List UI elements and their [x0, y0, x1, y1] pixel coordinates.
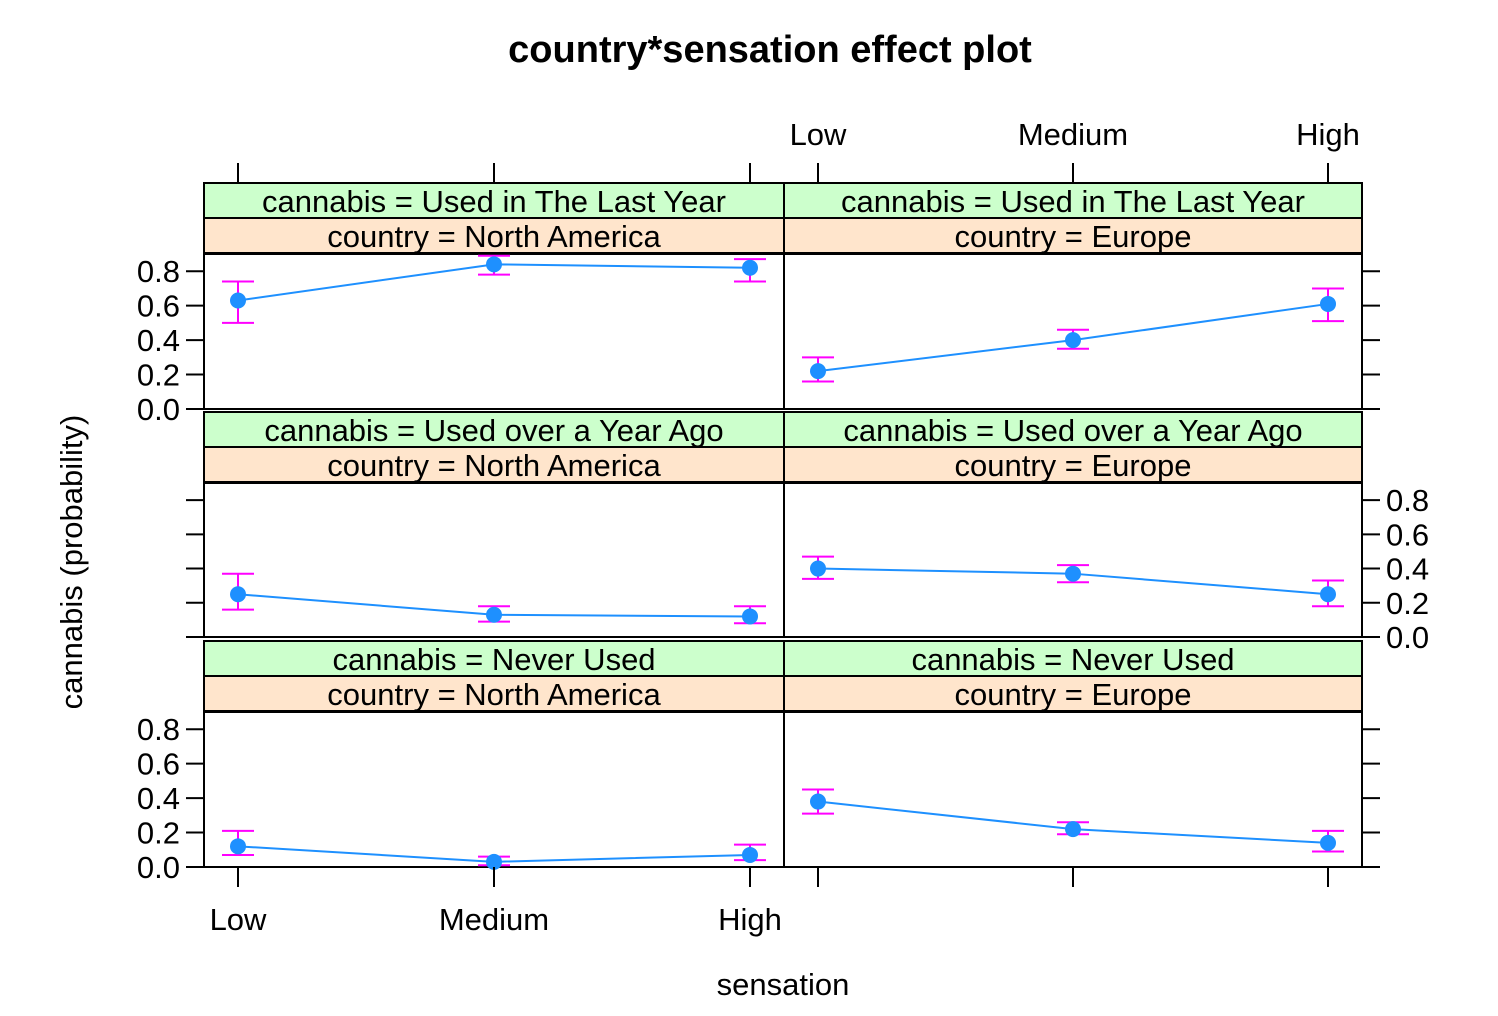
data-point	[810, 363, 826, 380]
y-tick-label: 0.4	[1386, 552, 1429, 587]
data-point	[230, 838, 246, 855]
strip-top-label: cannabis = Never Used	[911, 642, 1234, 677]
strip-bottom-label: country = Europe	[955, 219, 1192, 254]
panel-frame	[783, 482, 1363, 638]
panel-frame	[203, 253, 785, 410]
strip-bottom-bg	[203, 446, 785, 483]
data-point	[230, 586, 246, 603]
strip-top-label: cannabis = Used in The Last Year	[262, 184, 726, 219]
data-point	[810, 793, 826, 810]
strip-bottom-label: country = North America	[327, 448, 661, 483]
data-point	[1065, 565, 1081, 582]
y-tick-label: 0.2	[1386, 586, 1429, 621]
x-axis-label: sensation	[717, 967, 850, 1002]
data-point	[742, 608, 758, 625]
y-tick-label: 0.6	[137, 289, 180, 324]
data-point	[1320, 834, 1336, 851]
y-tick-label: 0.8	[137, 712, 180, 747]
strip-top-bg	[203, 182, 785, 219]
panel-frame	[203, 711, 785, 868]
y-tick-label: 0.4	[137, 781, 180, 816]
strip-top-bg	[783, 182, 1363, 219]
x-tick-label-bottom: Low	[210, 902, 267, 937]
data-point	[486, 853, 502, 870]
y-tick-label: 0.2	[137, 816, 180, 851]
data-point	[230, 292, 246, 309]
x-tick-label-top: Medium	[1018, 117, 1128, 152]
y-tick-label: 0.0	[137, 392, 180, 427]
x-tick-label-top: High	[1296, 117, 1360, 152]
panel-1: cannabis = Used in The Last Yearcountry …	[186, 182, 785, 410]
data-point	[1320, 295, 1336, 312]
strip-bottom-bg	[783, 675, 1363, 712]
y-tick-label: 0.2	[137, 358, 180, 393]
data-point	[1320, 586, 1336, 603]
strip-top-bg	[783, 411, 1363, 448]
strip-bottom-label: country = Europe	[955, 677, 1192, 712]
strip-top-bg	[203, 640, 785, 677]
x-tick-label-bottom: Medium	[439, 902, 549, 937]
strip-bottom-bg	[783, 217, 1363, 254]
strip-bottom-bg	[203, 217, 785, 254]
strip-bottom-bg	[203, 675, 785, 712]
data-point	[810, 560, 826, 577]
data-point	[742, 846, 758, 863]
data-point	[486, 606, 502, 623]
y-tick-label: 0.6	[137, 747, 180, 782]
strip-top-label: cannabis = Used in The Last Year	[841, 184, 1305, 219]
strip-top-label: cannabis = Never Used	[332, 642, 655, 677]
y-axis-label: cannabis (probability)	[54, 415, 89, 710]
strip-bottom-label: country = North America	[327, 677, 661, 712]
x-tick-label-top: Low	[790, 117, 847, 152]
y-tick-label: 0.0	[1386, 620, 1429, 655]
data-point	[1065, 332, 1081, 349]
y-tick-label: 0.6	[1386, 517, 1429, 552]
data-point	[1065, 821, 1081, 838]
y-tick-label: 0.0	[137, 850, 180, 885]
panel-frame	[783, 253, 1363, 410]
panel-2: cannabis = Used in The Last Yearcountry …	[783, 182, 1380, 410]
strip-bottom-label: country = Europe	[955, 448, 1192, 483]
data-point	[486, 256, 502, 273]
data-point	[742, 259, 758, 276]
strip-top-label: cannabis = Used over a Year Ago	[264, 413, 723, 448]
panels: cannabis = Used in The Last Yearcountry …	[137, 117, 1429, 937]
strip-bottom-label: country = North America	[327, 219, 661, 254]
panel-frame	[783, 711, 1363, 868]
strip-top-label: cannabis = Used over a Year Ago	[843, 413, 1302, 448]
y-tick-label: 0.4	[137, 323, 180, 358]
strip-bottom-bg	[783, 446, 1363, 483]
chart-title: country*sensation effect plot	[508, 29, 1032, 71]
y-tick-label: 0.8	[137, 254, 180, 289]
x-tick-label-bottom: High	[718, 902, 782, 937]
y-tick-label: 0.8	[1386, 483, 1429, 518]
